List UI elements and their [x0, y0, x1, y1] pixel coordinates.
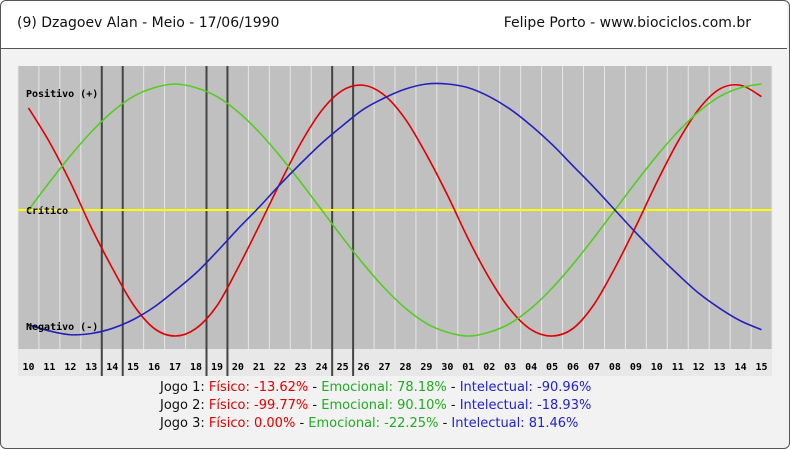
x-tick-label: 25	[337, 362, 349, 373]
x-tick-label: 01	[462, 362, 474, 373]
x-tick-label: 08	[609, 362, 621, 373]
x-tick-label: 21	[253, 362, 265, 373]
x-tick-label: 26	[358, 362, 370, 373]
x-tick-label: 17	[169, 362, 181, 373]
series-line-intelectual	[28, 82, 762, 336]
x-tick-label: 22	[274, 362, 286, 373]
x-tick-label: 15	[127, 362, 139, 373]
fisico-value: Físico: -99.77%	[208, 398, 309, 413]
x-tick-label: 07	[588, 362, 600, 373]
x-tick-label: 27	[379, 362, 391, 373]
x-tick-label: 09	[630, 362, 642, 373]
x-tick-label: 24	[316, 362, 328, 373]
jogo-2-line: Jogo 2: Físico: -99.77% - Emocional: 90.…	[160, 398, 591, 413]
x-tick-label: 06	[567, 362, 579, 373]
header-bar: (9) Dzagoev Alan - Meio - 17/06/1990 Fel…	[1, 1, 787, 49]
jogo-1-line: Jogo 1: Físico: -13.62% - Emocional: 78.…	[160, 380, 591, 395]
emocional-value: Emocional: -22.25%	[308, 416, 439, 431]
x-tick-label: 04	[525, 362, 537, 373]
x-tick-label: 30	[441, 362, 453, 373]
intelectual-value: Intelectual: -18.93%	[459, 398, 592, 413]
intelectual-value: Intelectual: -90.96%	[459, 380, 592, 395]
person-title: (9) Dzagoev Alan - Meio - 17/06/1990	[17, 15, 280, 31]
x-tick-label: 23	[295, 362, 307, 373]
negative-level-label: Negativo (-)	[26, 321, 98, 333]
x-tick-label: 02	[483, 362, 495, 373]
x-tick-label: 12	[64, 362, 76, 373]
x-tick-label: 03	[504, 362, 516, 373]
separator: -	[450, 380, 456, 395]
x-tick-label: 05	[546, 362, 558, 373]
separator: -	[442, 416, 448, 431]
jogo-label: Jogo 2:	[160, 398, 205, 413]
fisico-value: Físico: 0.00%	[208, 416, 296, 431]
x-tick-label: 11	[672, 362, 684, 373]
x-tick-label: 28	[399, 362, 411, 373]
separator: -	[450, 398, 456, 413]
x-tick-label: 13	[85, 362, 97, 373]
x-tick-label: 13	[714, 362, 726, 373]
site-credit: Felipe Porto - www.biociclos.com.br	[503, 15, 751, 31]
x-tick-label: 11	[43, 362, 55, 373]
x-tick-label: 29	[420, 362, 432, 373]
x-tick-label: 20	[232, 362, 244, 373]
x-tick-label: 10	[22, 362, 34, 373]
fisico-value: Físico: -13.62%	[208, 380, 309, 395]
x-tick-label: 14	[735, 362, 747, 373]
separator: -	[312, 398, 318, 413]
separator: -	[299, 416, 305, 431]
x-tick-label: 16	[148, 362, 160, 373]
intelectual-value: Intelectual: 81.46%	[451, 416, 579, 431]
x-tick-label: 19	[211, 362, 223, 373]
critical-level-label: Crítico	[26, 205, 68, 217]
series-line-físico	[27, 83, 762, 337]
date-strip	[18, 349, 772, 376]
x-tick-label: 14	[106, 362, 118, 373]
jogo-label: Jogo 1:	[160, 380, 205, 395]
x-tick-label: 12	[693, 362, 705, 373]
separator: -	[312, 380, 318, 395]
positive-level-label: Positivo (+)	[26, 88, 98, 100]
jogo-3-line: Jogo 3: Físico: 0.00% - Emocional: -22.2…	[160, 416, 578, 431]
emocional-value: Emocional: 78.18%	[321, 380, 447, 395]
jogo-label: Jogo 3:	[160, 416, 205, 431]
series-line-emocional	[27, 83, 762, 337]
x-tick-label: 18	[190, 362, 202, 373]
x-tick-label: 10	[651, 362, 663, 373]
x-tick-label: 15	[756, 362, 768, 373]
emocional-value: Emocional: 90.10%	[321, 398, 447, 413]
